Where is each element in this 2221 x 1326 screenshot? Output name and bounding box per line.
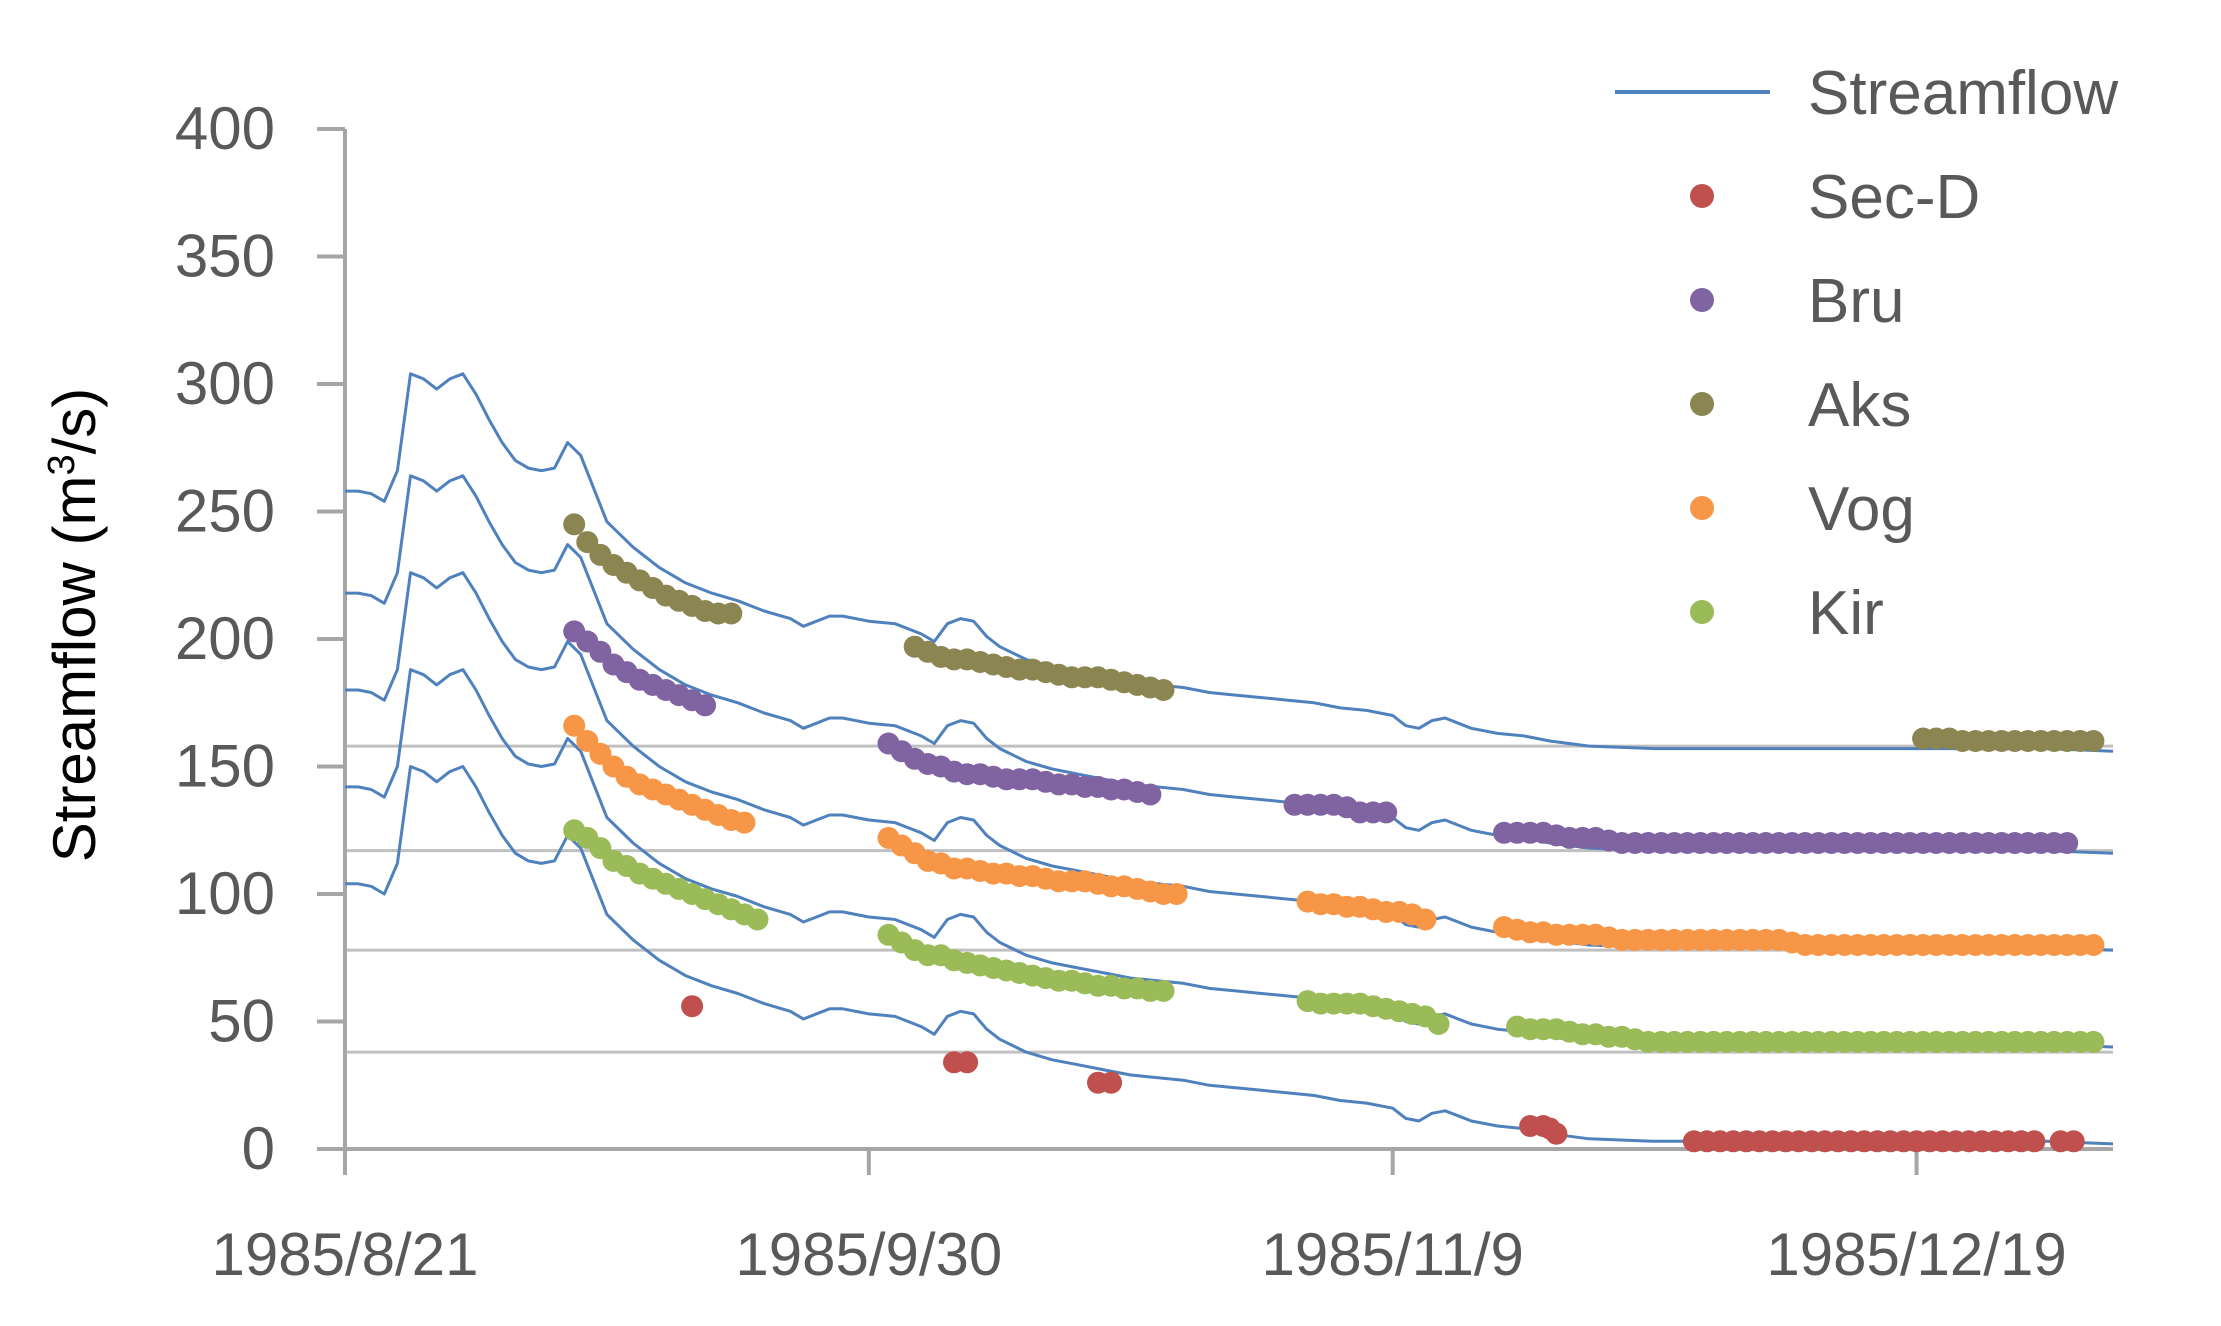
- threshold-lines: [345, 744, 2113, 1054]
- x-tick-label: 1985/8/21: [212, 1221, 479, 1288]
- y-tick-label: 200: [175, 605, 275, 672]
- y-tick-label: 300: [175, 350, 275, 417]
- y-tick-label: 150: [175, 733, 275, 800]
- point-aks: [720, 602, 743, 625]
- point-sec-d: [1100, 1071, 1123, 1094]
- point-sec-d: [1545, 1122, 1568, 1145]
- point-sec-d: [2023, 1130, 2046, 1153]
- y-axis-ticks: 0 50 100 150 200 250 300 350 400: [175, 95, 345, 1182]
- legend-swatch-bru: [1690, 288, 1714, 312]
- y-tick-label: 100: [175, 860, 275, 927]
- point-sec-d: [956, 1051, 979, 1074]
- marker-points: [563, 513, 2105, 1153]
- y-tick-label: 0: [242, 1115, 275, 1182]
- legend: Streamflow Sec-D Bru Aks Vog Kir: [1615, 59, 2118, 648]
- legend-label-streamflow: Streamflow: [1808, 59, 2118, 128]
- streamflow-line: [345, 765, 2114, 1146]
- point-kir: [746, 908, 769, 931]
- legend-swatch-sec-d: [1690, 184, 1714, 208]
- x-tick-label: 1985/12/19: [1766, 1221, 2066, 1288]
- legend-swatch-kir: [1690, 600, 1714, 624]
- point-bru: [1375, 801, 1398, 824]
- point-bru: [694, 694, 717, 717]
- x-tick-label: 1985/11/9: [1261, 1221, 1523, 1288]
- point-vog: [733, 811, 756, 834]
- point-aks: [2082, 730, 2105, 752]
- y-tick-label: 350: [175, 223, 275, 290]
- legend-swatch-vog: [1690, 496, 1714, 520]
- streamflow-line: [345, 372, 2114, 753]
- legend-label-vog: Vog: [1808, 475, 1915, 544]
- point-kir: [1152, 979, 1175, 1002]
- point-vog: [1165, 883, 1188, 905]
- y-tick-label: 250: [175, 478, 275, 545]
- legend-label-bru: Bru: [1808, 267, 1904, 336]
- streamflow-line: [345, 668, 2114, 1049]
- legend-swatch-aks: [1690, 392, 1714, 416]
- x-tick-label: 1985/9/30: [735, 1221, 1002, 1288]
- x-axis-ticks: 1985/8/21 1985/9/30 1985/11/9 1985/12/19: [212, 1149, 2067, 1288]
- point-sec-d: [681, 995, 704, 1018]
- point-vog: [563, 714, 586, 737]
- point-bru: [2056, 832, 2079, 854]
- point-kir: [1427, 1013, 1450, 1035]
- streamflow-line: [345, 474, 2114, 855]
- y-tick-label: 400: [175, 95, 275, 162]
- streamflow-line: [345, 571, 2114, 952]
- point-kir: [2082, 1030, 2105, 1053]
- point-vog: [1414, 908, 1437, 931]
- point-aks: [563, 513, 586, 536]
- y-tick-label: 50: [208, 988, 275, 1055]
- point-aks: [1152, 679, 1175, 701]
- point-sec-d: [2062, 1130, 2085, 1153]
- y-axis-label: Streamflow (m3/s): [41, 388, 108, 863]
- streamflow-lines: [345, 372, 2114, 1146]
- legend-label-aks: Aks: [1808, 371, 1911, 440]
- point-vog: [2082, 934, 2105, 956]
- legend-label-sec-d: Sec-D: [1808, 163, 1980, 232]
- legend-label-kir: Kir: [1808, 579, 1884, 648]
- point-bru: [1139, 783, 1162, 806]
